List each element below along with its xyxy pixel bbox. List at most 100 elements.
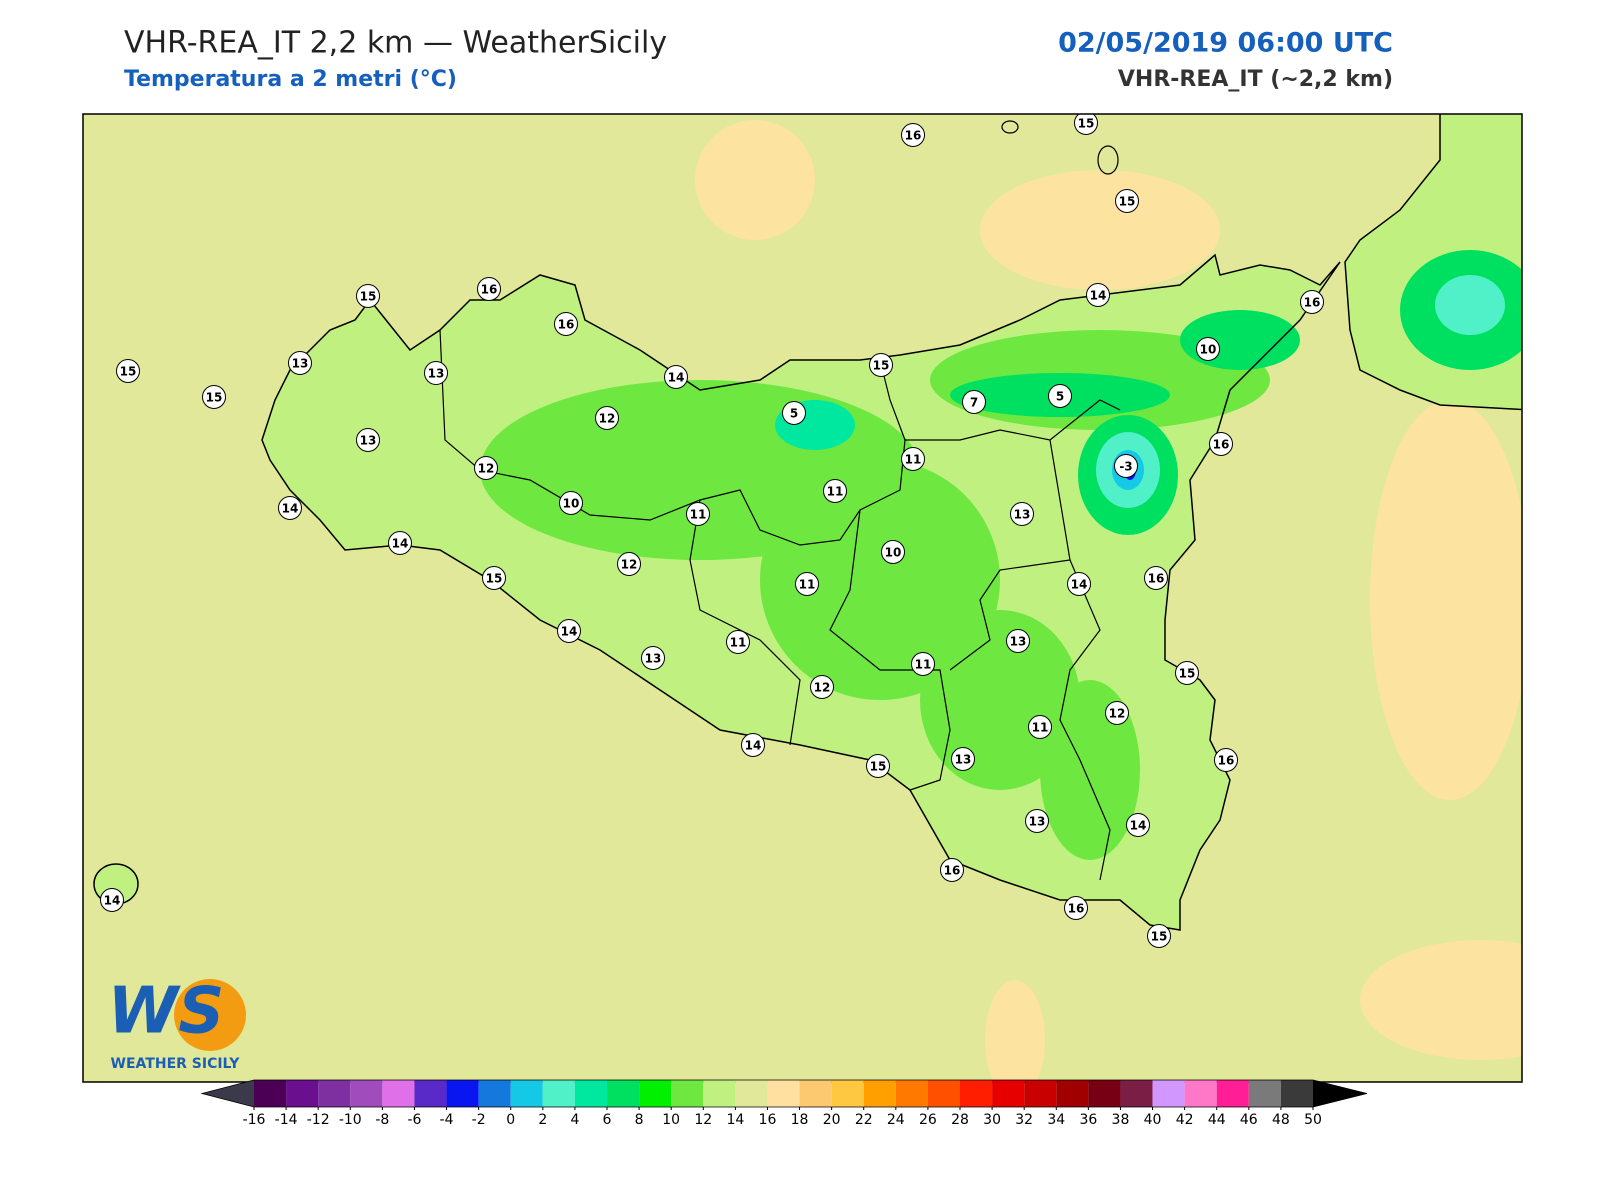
station-marker bbox=[869, 353, 893, 377]
colorbar-tick-label: -10 bbox=[339, 1112, 362, 1128]
colorbar-tick-label: 6 bbox=[603, 1112, 612, 1128]
title: VHR-REA_IT 2,2 km — WeatherSicily bbox=[124, 26, 667, 61]
colorbar-tick-label: 16 bbox=[759, 1112, 777, 1128]
station-value: 10 bbox=[1200, 343, 1217, 357]
station-value: 12 bbox=[599, 412, 616, 426]
station-value: 14 bbox=[1071, 578, 1088, 592]
colorbar-tick-label: 14 bbox=[726, 1112, 744, 1128]
station-value: 16 bbox=[944, 864, 961, 878]
station-value: 10 bbox=[563, 497, 580, 511]
colorbar-tick-label: 10 bbox=[662, 1112, 680, 1128]
station-marker bbox=[741, 733, 765, 757]
colorbar-tick-label: 28 bbox=[951, 1112, 969, 1128]
colorbar-segment bbox=[992, 1080, 1025, 1107]
colorbar-segment bbox=[895, 1080, 928, 1107]
station-value: 11 bbox=[730, 636, 747, 650]
station-value: 12 bbox=[478, 462, 495, 476]
station-value: 15 bbox=[873, 359, 890, 373]
station-marker bbox=[1126, 813, 1150, 837]
cool-area bbox=[1180, 310, 1300, 370]
colorbar-over bbox=[1313, 1080, 1367, 1107]
station-marker bbox=[1300, 290, 1324, 314]
colorbar-segment bbox=[960, 1080, 993, 1107]
colorbar-segment bbox=[574, 1080, 607, 1107]
stations: 16 15 15 15 16 16 14 16 15 13 13 15 14 15 10 12 5 7 5 13 12 1… bbox=[100, 114, 1324, 948]
station-marker bbox=[356, 284, 380, 308]
station-marker bbox=[1147, 924, 1171, 948]
colorbar-tick-label: 40 bbox=[1144, 1112, 1162, 1128]
station-value: 14 bbox=[392, 537, 409, 551]
station-marker bbox=[881, 540, 905, 564]
station-value: 5 bbox=[1056, 390, 1064, 404]
colorbar-tick-label: -8 bbox=[375, 1112, 389, 1128]
station-value: 11 bbox=[827, 485, 844, 499]
station-marker bbox=[100, 888, 124, 912]
station-marker bbox=[795, 572, 819, 596]
station-value: 15 bbox=[360, 290, 377, 304]
station-marker bbox=[726, 630, 750, 654]
station-value: 15 bbox=[1078, 117, 1095, 131]
colorbar-tick-label: 48 bbox=[1272, 1112, 1290, 1128]
station-value: 11 bbox=[905, 453, 922, 467]
station-marker bbox=[901, 447, 925, 471]
station-value: -3 bbox=[1119, 460, 1132, 474]
colorbar-segment bbox=[286, 1080, 319, 1107]
colorbar-tick-label: -4 bbox=[440, 1112, 454, 1128]
colorbar-tick-label: 4 bbox=[570, 1112, 579, 1128]
colorbar-tick-label: -16 bbox=[243, 1112, 266, 1128]
province-border bbox=[439, 329, 906, 546]
colorbar-tick-label: 36 bbox=[1079, 1112, 1097, 1128]
station-marker bbox=[641, 646, 665, 670]
station-value: 11 bbox=[690, 508, 707, 522]
logo-sun bbox=[174, 979, 246, 1051]
colorbar-tick-label: 18 bbox=[791, 1112, 809, 1128]
colorbar-segment bbox=[1248, 1080, 1281, 1107]
colorbar-segment bbox=[254, 1080, 287, 1107]
colorbar-tick-label: 22 bbox=[855, 1112, 873, 1128]
colorbar-segment bbox=[1056, 1080, 1089, 1107]
colorbar-segment bbox=[1216, 1080, 1249, 1107]
station-marker bbox=[424, 361, 448, 385]
colorbar-segment bbox=[542, 1080, 575, 1107]
warm-area bbox=[980, 170, 1220, 290]
colorbar-tick-label: 46 bbox=[1240, 1112, 1258, 1128]
map: 16 15 15 15 16 16 14 16 15 13 13 15 14 15 10 12 5 7 5 13 12 1… bbox=[83, 114, 1522, 1082]
colorbar-tick-label: 8 bbox=[635, 1112, 644, 1128]
station-value: 12 bbox=[814, 681, 831, 695]
station-marker bbox=[559, 491, 583, 515]
station-value: 16 bbox=[905, 129, 922, 143]
station-marker bbox=[482, 566, 506, 590]
station-marker bbox=[962, 390, 986, 414]
station-marker bbox=[1175, 661, 1199, 685]
station-value: 16 bbox=[1148, 572, 1165, 586]
colorbar-segment bbox=[382, 1080, 415, 1107]
station-value: 16 bbox=[1068, 902, 1085, 916]
station-value: 13 bbox=[428, 367, 445, 381]
station-marker bbox=[1010, 502, 1034, 526]
colorbar-segment bbox=[1120, 1080, 1153, 1107]
colorbar-segment bbox=[350, 1080, 383, 1107]
warm-area bbox=[1360, 940, 1522, 1060]
colorbar-tick-label: 12 bbox=[694, 1112, 712, 1128]
station-value: 16 bbox=[1218, 754, 1235, 768]
station-marker bbox=[1114, 454, 1138, 478]
station-marker bbox=[388, 531, 412, 555]
colorbar-segment bbox=[927, 1080, 960, 1107]
province-border bbox=[829, 509, 951, 791]
colorbar-tick-label: 44 bbox=[1208, 1112, 1226, 1128]
colorbar-tick-label: -14 bbox=[275, 1112, 298, 1128]
station-value: 11 bbox=[799, 578, 816, 592]
station-value: 7 bbox=[970, 396, 978, 410]
station-marker bbox=[951, 747, 975, 771]
station-value: 12 bbox=[621, 558, 638, 572]
colorbar-tick-label: 30 bbox=[983, 1112, 1001, 1128]
colorbar-segment bbox=[1184, 1080, 1217, 1107]
colorbar-tick-label: 42 bbox=[1176, 1112, 1194, 1128]
station-marker bbox=[940, 858, 964, 882]
station-marker bbox=[278, 496, 302, 520]
station-value: 13 bbox=[1010, 635, 1027, 649]
colorbar-segment bbox=[1088, 1080, 1121, 1107]
station-value: 16 bbox=[481, 283, 498, 297]
station-value: 13 bbox=[645, 652, 662, 666]
station-value: 16 bbox=[558, 318, 575, 332]
